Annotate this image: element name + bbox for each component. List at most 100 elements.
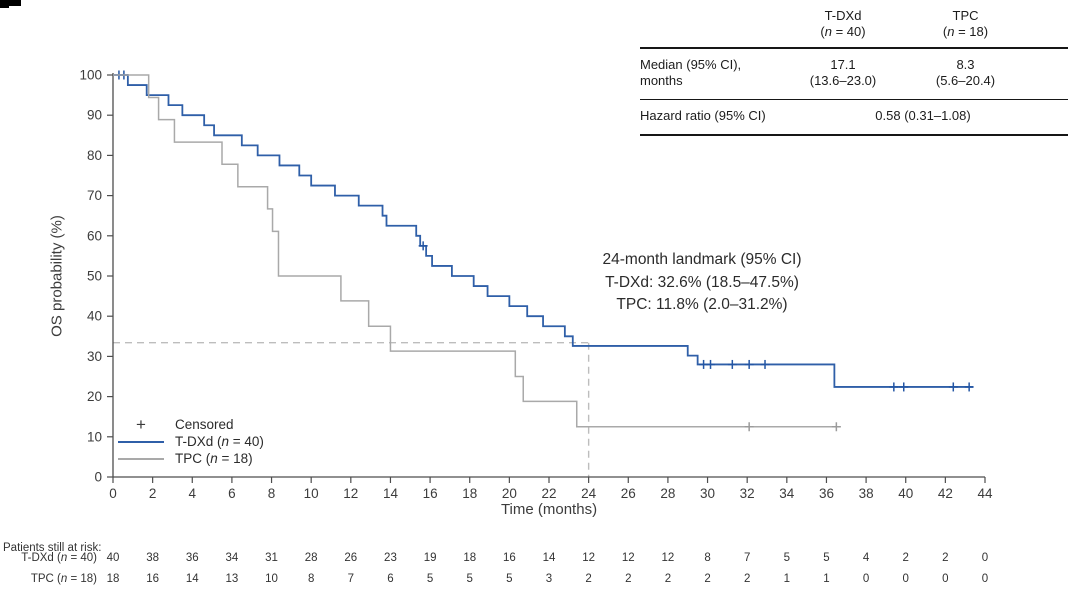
x-tick-label: 2: [149, 486, 157, 501]
at-risk-value: 31: [265, 552, 278, 564]
at-risk-value: 2: [744, 573, 750, 585]
median-tpc-value: 8.3: [956, 57, 975, 72]
at-risk-value: 5: [784, 552, 790, 564]
at-risk-value: 14: [186, 573, 199, 585]
x-tick-label: 36: [819, 486, 834, 501]
at-risk-title: Patients still at risk:: [3, 542, 102, 554]
tdxd-censor-mark: [948, 382, 958, 392]
at-risk-row-label: TPC (n = 18): [31, 573, 97, 585]
legend-row-tdxd: T-DXd (n = 40): [115, 433, 264, 450]
summary-rule-mid: [640, 99, 1068, 100]
at-risk-value: 1: [784, 573, 790, 585]
legend-censored-label: Censored: [175, 417, 234, 432]
tdxd-censor-mark: [760, 359, 770, 369]
at-risk-value: 18: [107, 573, 120, 585]
y-tick-label: 20: [87, 389, 102, 404]
y-tick-label: 70: [87, 188, 102, 203]
x-tick-label: 14: [383, 486, 399, 501]
x-tick-label: 6: [228, 486, 236, 501]
at-risk-value: 10: [265, 573, 278, 585]
at-risk-value: 4: [863, 552, 870, 564]
at-risk-value: 36: [186, 552, 199, 564]
at-risk-value: 38: [146, 552, 159, 564]
legend-row-tpc: TPC (n = 18): [115, 450, 264, 467]
summary-table: T-DXd (n = 40) TPC (n = 18) Median (95% …: [640, 3, 1068, 136]
at-risk-value: 12: [622, 552, 635, 564]
y-tick-label: 90: [87, 108, 102, 123]
at-risk-value: 0: [982, 552, 988, 564]
legend-tpc-label: TPC (n = 18): [175, 451, 253, 466]
at-risk-value: 8: [308, 573, 314, 585]
summary-col1-n: (n = 40): [820, 24, 866, 39]
y-tick-label: 10: [87, 429, 102, 444]
y-tick-label: 80: [87, 148, 102, 163]
at-risk-value: 2: [625, 573, 631, 585]
x-tick-label: 24: [581, 486, 597, 501]
at-risk-value: 5: [506, 573, 512, 585]
tpc-line-swatch: [118, 457, 164, 460]
x-tick-label: 42: [938, 486, 953, 501]
tdxd-censor-mark: [418, 241, 428, 251]
summary-col2-n: (n = 18): [942, 24, 989, 39]
tdxd-censor-mark: [889, 382, 899, 392]
tdxd-censor-mark: [706, 359, 716, 369]
x-tick-label: 0: [109, 486, 117, 501]
at-risk-value: 6: [387, 573, 393, 585]
tdxd-censor-mark: [744, 359, 754, 369]
tpc-censor-mark: [831, 422, 841, 432]
at-risk-value: 0: [942, 573, 948, 585]
x-tick-label: 30: [700, 486, 715, 501]
hazard-label: Hazard ratio (95% CI): [640, 108, 766, 123]
landmark-annotation-line3: TPC: 11.8% (2.0–31.2%): [616, 296, 788, 313]
at-risk-value: 28: [305, 552, 318, 564]
at-risk-value: 12: [662, 552, 675, 564]
at-risk-value: 2: [665, 573, 671, 585]
summary-rule-top: [640, 47, 1068, 49]
at-risk-value: 2: [942, 552, 948, 564]
hazard-value: 0.58 (0.31–1.08): [875, 108, 971, 123]
y-tick-label: 0: [94, 470, 102, 485]
x-tick-label: 16: [423, 486, 438, 501]
x-tick-label: 4: [189, 486, 197, 501]
x-tick-label: 22: [541, 486, 556, 501]
at-risk-value: 7: [348, 573, 354, 585]
x-tick-label: 28: [660, 486, 675, 501]
legend-tdxd-label: T-DXd (n = 40): [175, 434, 264, 449]
cropped-panel-letter: [0, 0, 21, 6]
at-risk-value: 14: [543, 552, 556, 564]
x-tick-label: 12: [343, 486, 358, 501]
x-tick-label: 32: [740, 486, 755, 501]
at-risk-value: 8: [704, 552, 710, 564]
summary-row-hazard: Hazard ratio (95% CI) 0.58 (0.31–1.08): [640, 100, 1068, 134]
at-risk-row-label: T-DXd (n = 40): [21, 552, 97, 564]
at-risk-value: 0: [863, 573, 869, 585]
y-axis-title: OS probability (%): [48, 215, 66, 337]
at-risk-value: 7: [744, 552, 750, 564]
at-risk-value: 16: [146, 573, 159, 585]
y-tick-label: 100: [79, 68, 102, 83]
x-tick-label: 38: [859, 486, 874, 501]
legend-row-censored: + Censored: [115, 416, 264, 433]
median-label-line1: Median (95% CI),: [640, 57, 742, 72]
at-risk-value: 19: [424, 552, 437, 564]
summary-rule-bottom: [640, 134, 1068, 136]
x-tick-label: 8: [268, 486, 276, 501]
x-tick-label: 18: [462, 486, 477, 501]
x-tick-label: 20: [502, 486, 517, 501]
tdxd-curve: [113, 74, 974, 388]
summary-table-header: T-DXd (n = 40) TPC (n = 18): [640, 3, 1068, 47]
at-risk-value: 1: [823, 573, 829, 585]
x-tick-label: 40: [898, 486, 913, 501]
at-risk-value: 2: [704, 573, 710, 585]
x-tick-label: 34: [779, 486, 795, 501]
y-tick-label: 40: [87, 309, 102, 324]
x-tick-label: 10: [304, 486, 319, 501]
at-risk-value: 26: [344, 552, 357, 564]
x-axis-title: Time (months): [500, 501, 598, 518]
at-risk-value: 5: [427, 573, 433, 585]
summary-row-median: Median (95% CI), months 17.1 (13.6–23.0)…: [640, 49, 1068, 99]
at-risk-value: 2: [903, 552, 909, 564]
x-tick-label: 44: [977, 486, 993, 501]
